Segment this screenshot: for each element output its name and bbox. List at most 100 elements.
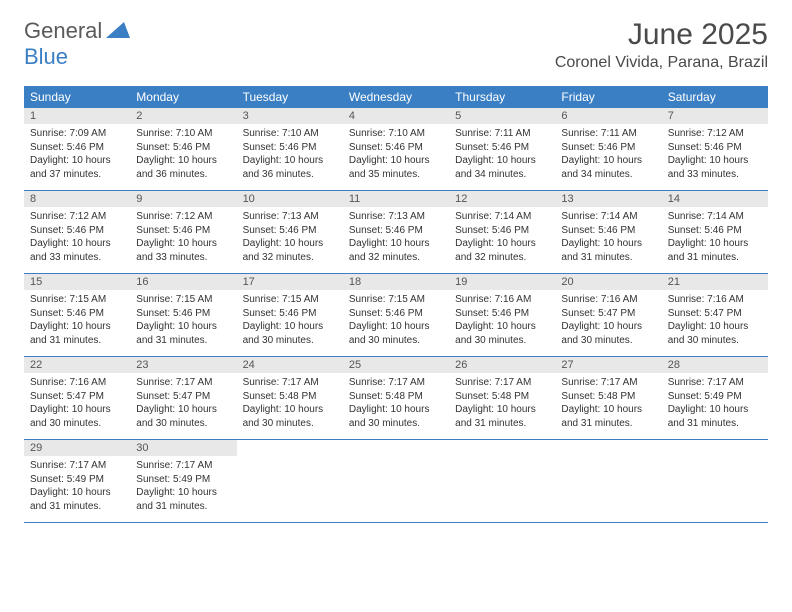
sunset-line: Sunset: 5:46 PM xyxy=(455,141,549,155)
sunrise-value: 7:16 AM xyxy=(69,377,106,388)
sunrise-value: 7:14 AM xyxy=(601,211,638,222)
day-cell: 15Sunrise: 7:15 AMSunset: 5:46 PMDayligh… xyxy=(24,274,130,356)
daylight-line: Daylight: 10 hours and 31 minutes. xyxy=(561,237,655,264)
sunrise-line: Sunrise: 7:17 AM xyxy=(455,376,549,390)
daylight-label: Daylight: xyxy=(668,404,710,415)
daylight-label: Daylight: xyxy=(668,238,710,249)
daylight-line: Daylight: 10 hours and 31 minutes. xyxy=(30,320,124,347)
week-row: 8Sunrise: 7:12 AMSunset: 5:46 PMDaylight… xyxy=(24,191,768,274)
sunset-label: Sunset: xyxy=(455,225,492,236)
day-number: 11 xyxy=(343,191,449,207)
sunrise-line: Sunrise: 7:10 AM xyxy=(349,127,443,141)
day-content: Sunrise: 7:15 AMSunset: 5:46 PMDaylight:… xyxy=(24,290,130,352)
day-number: 14 xyxy=(662,191,768,207)
sunset-label: Sunset: xyxy=(349,142,386,153)
day-number: 23 xyxy=(130,357,236,373)
sunrise-value: 7:13 AM xyxy=(282,211,319,222)
sunrise-label: Sunrise: xyxy=(349,377,388,388)
sunrise-value: 7:12 AM xyxy=(707,128,744,139)
day-cell: 8Sunrise: 7:12 AMSunset: 5:46 PMDaylight… xyxy=(24,191,130,273)
sunrise-line: Sunrise: 7:17 AM xyxy=(30,459,124,473)
sunrise-label: Sunrise: xyxy=(668,128,707,139)
sunset-value: 5:46 PM xyxy=(386,225,423,236)
week-row: 29Sunrise: 7:17 AMSunset: 5:49 PMDayligh… xyxy=(24,440,768,523)
daylight-label: Daylight: xyxy=(455,238,497,249)
daylight-line: Daylight: 10 hours and 31 minutes. xyxy=(561,403,655,430)
sunrise-value: 7:12 AM xyxy=(69,211,106,222)
sunset-label: Sunset: xyxy=(561,142,598,153)
sunset-value: 5:46 PM xyxy=(492,308,529,319)
sunrise-value: 7:17 AM xyxy=(601,377,638,388)
sunrise-label: Sunrise: xyxy=(349,128,388,139)
sunset-label: Sunset: xyxy=(668,391,705,402)
daylight-label: Daylight: xyxy=(243,321,285,332)
day-cell: 4Sunrise: 7:10 AMSunset: 5:46 PMDaylight… xyxy=(343,108,449,190)
day-content: Sunrise: 7:17 AMSunset: 5:49 PMDaylight:… xyxy=(130,456,236,518)
sunset-line: Sunset: 5:46 PM xyxy=(136,141,230,155)
sunset-label: Sunset: xyxy=(561,391,598,402)
day-cell: 18Sunrise: 7:15 AMSunset: 5:46 PMDayligh… xyxy=(343,274,449,356)
daylight-label: Daylight: xyxy=(349,404,391,415)
day-content: Sunrise: 7:09 AMSunset: 5:46 PMDaylight:… xyxy=(24,124,130,186)
day-content: Sunrise: 7:17 AMSunset: 5:49 PMDaylight:… xyxy=(24,456,130,518)
sunset-line: Sunset: 5:48 PM xyxy=(455,390,549,404)
sunrise-label: Sunrise: xyxy=(561,377,600,388)
sunset-line: Sunset: 5:46 PM xyxy=(243,141,337,155)
sunset-value: 5:46 PM xyxy=(386,142,423,153)
day-number: 28 xyxy=(662,357,768,373)
day-header: Friday xyxy=(555,86,661,108)
daylight-label: Daylight: xyxy=(30,487,72,498)
day-content: Sunrise: 7:13 AMSunset: 5:46 PMDaylight:… xyxy=(237,207,343,269)
daylight-label: Daylight: xyxy=(455,321,497,332)
daylight-line: Daylight: 10 hours and 30 minutes. xyxy=(30,403,124,430)
sunrise-line: Sunrise: 7:16 AM xyxy=(30,376,124,390)
day-header: Thursday xyxy=(449,86,555,108)
day-cell: 16Sunrise: 7:15 AMSunset: 5:46 PMDayligh… xyxy=(130,274,236,356)
day-cell: 13Sunrise: 7:14 AMSunset: 5:46 PMDayligh… xyxy=(555,191,661,273)
sunset-label: Sunset: xyxy=(349,225,386,236)
sunrise-line: Sunrise: 7:10 AM xyxy=(243,127,337,141)
sunrise-label: Sunrise: xyxy=(30,460,69,471)
sunset-value: 5:48 PM xyxy=(279,391,316,402)
sunset-line: Sunset: 5:46 PM xyxy=(349,224,443,238)
day-number: 29 xyxy=(24,440,130,456)
daylight-label: Daylight: xyxy=(349,238,391,249)
sunrise-value: 7:15 AM xyxy=(69,294,106,305)
sunrise-line: Sunrise: 7:15 AM xyxy=(243,293,337,307)
sunrise-value: 7:17 AM xyxy=(388,377,425,388)
sunrise-value: 7:13 AM xyxy=(388,211,425,222)
sunset-value: 5:46 PM xyxy=(67,308,104,319)
sunset-value: 5:46 PM xyxy=(173,225,210,236)
sunset-value: 5:47 PM xyxy=(704,308,741,319)
day-cell: 1Sunrise: 7:09 AMSunset: 5:46 PMDaylight… xyxy=(24,108,130,190)
sunset-line: Sunset: 5:48 PM xyxy=(243,390,337,404)
sunrise-label: Sunrise: xyxy=(136,377,175,388)
sunset-value: 5:46 PM xyxy=(67,225,104,236)
sunset-line: Sunset: 5:47 PM xyxy=(668,307,762,321)
day-cell: 3Sunrise: 7:10 AMSunset: 5:46 PMDaylight… xyxy=(237,108,343,190)
sunrise-line: Sunrise: 7:12 AM xyxy=(668,127,762,141)
daylight-line: Daylight: 10 hours and 32 minutes. xyxy=(243,237,337,264)
sunrise-line: Sunrise: 7:13 AM xyxy=(349,210,443,224)
day-cell: 29Sunrise: 7:17 AMSunset: 5:49 PMDayligh… xyxy=(24,440,130,522)
empty-cell xyxy=(449,440,555,522)
daylight-line: Daylight: 10 hours and 34 minutes. xyxy=(455,154,549,181)
sunrise-label: Sunrise: xyxy=(30,377,69,388)
day-number: 17 xyxy=(237,274,343,290)
sunrise-label: Sunrise: xyxy=(30,294,69,305)
day-content: Sunrise: 7:15 AMSunset: 5:46 PMDaylight:… xyxy=(237,290,343,352)
sunset-line: Sunset: 5:46 PM xyxy=(30,224,124,238)
day-number: 10 xyxy=(237,191,343,207)
daylight-label: Daylight: xyxy=(136,238,178,249)
day-cell: 17Sunrise: 7:15 AMSunset: 5:46 PMDayligh… xyxy=(237,274,343,356)
sunrise-label: Sunrise: xyxy=(243,377,282,388)
daylight-line: Daylight: 10 hours and 36 minutes. xyxy=(136,154,230,181)
day-header: Monday xyxy=(130,86,236,108)
sunset-label: Sunset: xyxy=(349,391,386,402)
sunset-value: 5:46 PM xyxy=(279,142,316,153)
sunrise-line: Sunrise: 7:12 AM xyxy=(136,210,230,224)
sunrise-line: Sunrise: 7:14 AM xyxy=(668,210,762,224)
sunset-value: 5:46 PM xyxy=(173,308,210,319)
sunrise-line: Sunrise: 7:16 AM xyxy=(668,293,762,307)
sunset-value: 5:46 PM xyxy=(598,142,635,153)
